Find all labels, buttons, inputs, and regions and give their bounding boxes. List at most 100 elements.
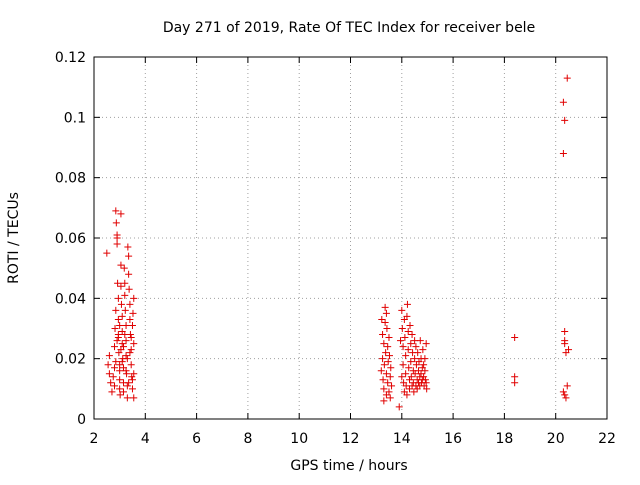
data-point-marker	[422, 340, 430, 348]
data-point-marker	[386, 394, 394, 402]
data-point-marker	[123, 355, 131, 363]
data-point-marker	[385, 352, 393, 360]
data-point-marker	[423, 385, 431, 393]
x-tick-label: 8	[243, 431, 252, 447]
data-point-marker	[127, 361, 135, 369]
data-point-marker	[559, 388, 567, 396]
data-points	[103, 74, 573, 411]
data-point-marker	[387, 364, 395, 372]
data-point-marker	[412, 343, 420, 351]
data-point-marker	[117, 282, 125, 290]
data-point-marker	[130, 370, 138, 378]
data-point-marker	[113, 234, 121, 242]
y-tick-label: 0.04	[55, 291, 86, 307]
data-point-marker	[398, 325, 406, 332]
grid-lines	[94, 57, 607, 419]
x-tick-label: 10	[290, 431, 308, 447]
data-point-marker	[402, 352, 410, 360]
data-point-marker	[377, 367, 385, 375]
data-point-marker	[104, 361, 112, 369]
data-point-marker	[416, 337, 424, 345]
data-point-marker	[117, 261, 125, 269]
data-point-marker	[129, 309, 137, 317]
data-point-marker	[419, 346, 427, 354]
data-point-marker	[125, 379, 133, 387]
data-point-marker	[561, 391, 569, 399]
data-point-marker	[421, 355, 429, 363]
data-point-marker	[125, 270, 133, 278]
y-tick-label: 0.1	[64, 110, 86, 126]
data-point-marker	[116, 385, 124, 393]
data-point-marker	[124, 243, 132, 251]
x-tick-label: 22	[598, 431, 616, 447]
chart-title: Day 271 of 2019, Rate Of TEC Index for r…	[163, 20, 535, 36]
data-point-marker	[111, 325, 119, 332]
data-point-marker	[125, 285, 133, 293]
data-point-marker	[404, 328, 412, 336]
y-tick-label: 0.12	[55, 50, 86, 66]
data-point-marker	[407, 340, 415, 348]
data-point-marker	[118, 358, 126, 366]
data-point-marker	[105, 370, 113, 378]
data-point-marker	[406, 321, 414, 329]
data-point-marker	[411, 370, 419, 378]
data-point-marker	[420, 361, 428, 369]
data-point-marker	[121, 331, 129, 339]
data-point-marker	[126, 315, 134, 323]
data-point-marker	[114, 315, 122, 323]
data-point-marker	[422, 379, 430, 387]
data-point-marker	[511, 379, 519, 387]
data-point-marker	[116, 391, 124, 399]
data-point-marker	[414, 349, 422, 357]
data-point-marker	[386, 373, 394, 381]
data-point-marker	[378, 315, 386, 323]
data-point-marker	[403, 312, 411, 320]
data-point-marker	[114, 279, 122, 287]
x-tick-label: 14	[393, 431, 411, 447]
data-point-marker	[398, 306, 406, 314]
plot-frame	[93, 56, 608, 420]
data-point-marker	[382, 349, 390, 357]
data-point-marker	[382, 370, 390, 378]
data-point-marker	[562, 394, 570, 402]
data-point-marker	[122, 352, 130, 360]
data-point-marker	[111, 364, 119, 372]
data-point-marker	[117, 210, 125, 218]
data-point-marker	[123, 370, 131, 378]
data-point-marker	[123, 394, 131, 402]
data-point-marker	[401, 334, 409, 342]
data-point-marker	[399, 343, 407, 351]
data-point-marker	[398, 373, 406, 381]
data-point-marker	[130, 394, 138, 402]
data-point-marker	[379, 355, 387, 363]
data-point-marker	[121, 279, 129, 287]
data-point-marker	[118, 340, 126, 348]
data-point-marker	[397, 337, 405, 345]
data-point-marker	[402, 370, 410, 378]
data-point-marker	[405, 376, 413, 384]
data-point-marker	[119, 388, 127, 396]
data-point-marker	[119, 343, 127, 351]
x-tick-label: 4	[141, 431, 150, 447]
data-point-marker	[112, 358, 120, 366]
data-point-marker	[559, 98, 567, 106]
data-point-marker	[385, 334, 393, 342]
data-point-marker	[384, 358, 392, 366]
data-point-marker	[116, 376, 124, 384]
data-point-marker	[128, 321, 136, 329]
y-axis-label: ROTI / TECUs	[6, 192, 22, 284]
data-point-marker	[123, 382, 131, 390]
data-point-marker	[112, 306, 120, 314]
data-point-marker	[561, 116, 569, 124]
data-point-marker	[407, 358, 415, 366]
x-tick-label: 12	[342, 431, 360, 447]
data-point-marker	[118, 312, 126, 320]
data-point-marker	[126, 349, 134, 357]
data-point-marker	[382, 309, 390, 317]
data-point-marker	[403, 300, 411, 308]
data-point-marker	[130, 294, 138, 302]
data-point-marker	[380, 340, 388, 348]
data-point-marker	[117, 300, 125, 308]
data-point-marker	[113, 240, 121, 248]
